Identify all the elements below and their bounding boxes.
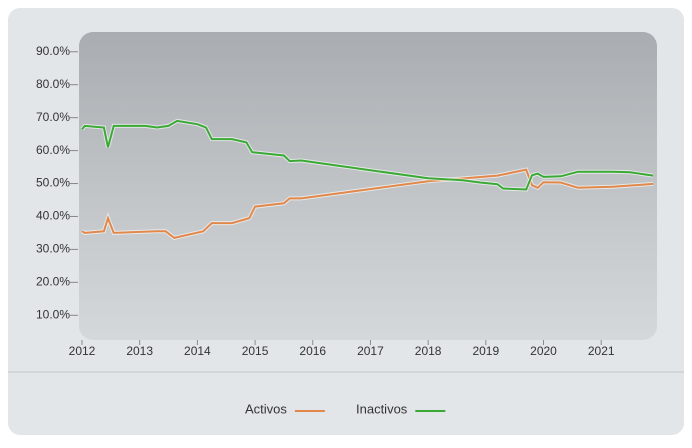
y-tick-label: 50.0%: [36, 176, 70, 190]
x-tick-label: 2014: [184, 344, 211, 358]
x-tick-label: 2020: [530, 344, 557, 358]
x-tick-label: 2018: [415, 344, 442, 358]
y-tick-label: 90.0%: [36, 44, 70, 58]
x-tick-label: 2021: [588, 344, 615, 358]
series-line: [81, 168, 654, 239]
plot-area: [79, 32, 657, 340]
x-tick-label: 2019: [472, 344, 499, 358]
series-line: [81, 119, 654, 191]
legend-label: Activos: [245, 401, 287, 416]
y-tick-label: 60.0%: [36, 143, 70, 157]
x-tick-label: 2015: [242, 344, 269, 358]
y-tick-label: 10.0%: [36, 307, 70, 321]
y-tick-label: 30.0%: [36, 242, 70, 256]
y-tick-label: 70.0%: [36, 110, 70, 124]
y-tick-label: 20.0%: [36, 275, 70, 289]
x-tick-label: 2012: [69, 344, 96, 358]
x-tick-label: 2013: [126, 344, 153, 358]
x-tick-label: 2016: [299, 344, 326, 358]
y-tick-label: 80.0%: [36, 77, 70, 91]
legend-label: Inactivos: [356, 401, 408, 416]
y-tick-label: 40.0%: [36, 209, 70, 223]
x-tick-label: 2017: [357, 344, 384, 358]
